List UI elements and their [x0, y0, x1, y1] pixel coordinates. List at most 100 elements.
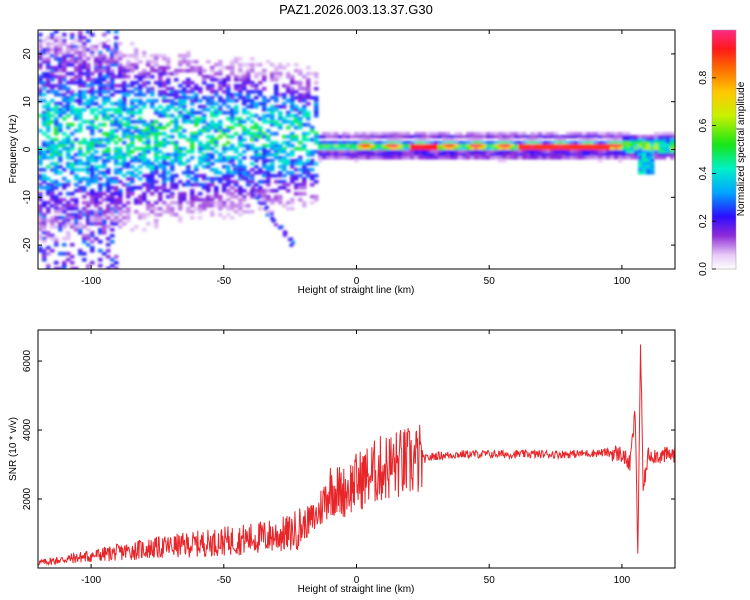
heatmap-cell — [494, 135, 499, 139]
heatmap-cell — [162, 165, 167, 169]
heatmap-cell — [410, 135, 415, 139]
colorbar-label: Normalized spectral amplitude — [736, 81, 747, 216]
heatmap-cell — [290, 159, 295, 163]
heatmap-cell — [538, 156, 543, 160]
heatmap-cell — [210, 183, 215, 187]
heatmap-cell — [190, 120, 195, 124]
heatmap-cell — [230, 216, 235, 220]
heatmap-cell — [146, 72, 151, 76]
heatmap-cell — [102, 228, 107, 232]
heatmap-cell — [134, 93, 139, 97]
heatmap-cell — [218, 72, 223, 76]
heatmap-cell — [434, 150, 439, 154]
heatmap-cell — [418, 147, 423, 151]
heatmap-cell — [90, 99, 95, 103]
heatmap-cell — [182, 135, 187, 139]
heatmap-cell — [98, 201, 103, 205]
heatmap-cell — [510, 141, 515, 145]
heatmap-cell — [150, 180, 155, 184]
heatmap-cell — [290, 150, 295, 154]
heatmap-cell — [278, 186, 283, 190]
heatmap-cell — [146, 186, 151, 190]
heatmap-cell — [214, 72, 219, 76]
heatmap-cell — [422, 156, 427, 160]
heatmap-cell — [622, 135, 627, 139]
heatmap-cell — [182, 81, 187, 85]
heatmap-cell — [450, 141, 455, 145]
heatmap-cell — [398, 138, 403, 142]
heatmap-cell — [238, 198, 243, 202]
heatmap-cell — [286, 72, 291, 76]
heatmap-cell — [202, 129, 207, 133]
heatmap-cell — [182, 153, 187, 157]
heatmap-cell — [270, 165, 275, 169]
heatmap-cell — [150, 171, 155, 175]
heatmap-cell — [378, 147, 383, 151]
heatmap-cell — [198, 156, 203, 160]
heatmap-cell — [242, 198, 247, 202]
heatmap-cell — [110, 51, 115, 55]
heatmap-cell — [58, 66, 63, 70]
heatmap-cell — [46, 231, 51, 235]
heatmap-cell — [482, 132, 487, 136]
heatmap-cell — [126, 132, 131, 136]
heatmap-cell — [202, 174, 207, 178]
heatmap-cell — [66, 126, 71, 130]
heatmap-cell — [334, 153, 339, 157]
heatmap-cell — [386, 138, 391, 142]
heatmap-cell — [146, 135, 151, 139]
heatmap-cell — [50, 120, 55, 124]
heatmap-cell — [70, 168, 75, 172]
heatmap-cell — [142, 81, 147, 85]
heatmap-cell — [118, 108, 123, 112]
heatmap-cell — [218, 156, 223, 160]
heatmap-cell — [62, 219, 67, 223]
heatmap-cell — [162, 84, 167, 88]
heatmap-cell — [42, 57, 47, 61]
heatmap-cell — [242, 150, 247, 154]
heatmap-cell — [198, 144, 203, 148]
heatmap-cell — [62, 261, 67, 265]
heatmap-cell — [50, 153, 55, 157]
snr-x-tick-label: 0 — [354, 575, 360, 586]
heatmap-cell — [58, 69, 63, 73]
heatmap-cell — [182, 87, 187, 91]
heatmap-cell — [62, 144, 67, 148]
heatmap-cell — [98, 186, 103, 190]
heatmap-cell — [530, 153, 535, 157]
heatmap-cell — [530, 135, 535, 139]
heatmap-cell — [182, 60, 187, 64]
heatmap-cell — [254, 84, 259, 88]
heatmap-cell — [542, 144, 547, 148]
heatmap-cell — [62, 96, 67, 100]
heatmap-cell — [242, 210, 247, 214]
heatmap-cell — [246, 90, 251, 94]
heatmap-cell — [270, 162, 275, 166]
heatmap-cell — [166, 114, 171, 118]
heatmap-cell — [294, 147, 299, 151]
heatmap-cell — [666, 147, 671, 151]
heatmap-cell — [302, 111, 307, 115]
heatmap-cell — [242, 84, 247, 88]
heatmap-cell — [158, 186, 163, 190]
heatmap-cell — [550, 147, 555, 151]
heatmap-cell — [242, 108, 247, 112]
heatmap-cell — [274, 150, 279, 154]
heatmap-cell — [262, 180, 267, 184]
heatmap-cell — [98, 258, 103, 262]
heatmap-cell — [290, 102, 295, 106]
heatmap-cell — [74, 207, 79, 211]
heatmap-cell — [158, 69, 163, 73]
heatmap-cell — [94, 138, 99, 142]
heatmap-cell — [114, 210, 119, 214]
heatmap-cell — [270, 189, 275, 193]
heatmap-cell — [54, 54, 59, 58]
heatmap-cell — [614, 153, 619, 157]
heatmap-cell — [246, 204, 251, 208]
heatmap-cell — [298, 162, 303, 166]
heatmap-cell — [470, 153, 475, 157]
heatmap-cell — [666, 141, 671, 145]
heatmap-cell — [274, 99, 279, 103]
heatmap-cell — [98, 183, 103, 187]
heatmap-cell — [254, 165, 259, 169]
